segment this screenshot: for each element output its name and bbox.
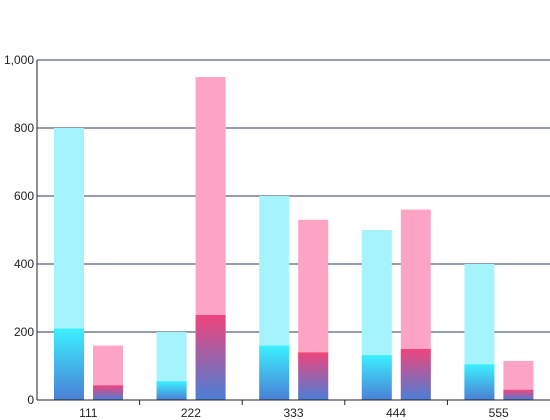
x-tick-label: 555: [489, 406, 509, 420]
x-tick-label: 111: [79, 406, 98, 420]
x-tick-label: 444: [386, 406, 406, 420]
bar-inner-series-1: [400, 349, 431, 400]
x-tick-label: 333: [283, 406, 303, 420]
bar-inner-series-1: [195, 315, 226, 400]
bar-inner-series-0: [361, 355, 392, 400]
bar-inner-series-0: [259, 345, 290, 400]
bars: [54, 77, 534, 400]
bar-inner-series-1: [298, 352, 329, 400]
bar-inner-series-0: [156, 381, 187, 400]
y-tick-label: 800: [14, 121, 34, 135]
y-tick-label: 600: [14, 189, 34, 203]
bar-inner-series-1: [503, 389, 534, 400]
bar-inner-series-1: [93, 385, 123, 400]
bar-inner-series-0: [54, 328, 84, 400]
y-tick-label: 1,000: [4, 53, 34, 67]
x-tick-label: 222: [181, 406, 201, 420]
y-tick-label: 200: [14, 325, 34, 339]
y-tick-label: 400: [14, 257, 34, 271]
axes: 0 200 400 600 800 1,000 111 222 333 444 555: [4, 53, 550, 420]
y-tick-label: 0: [27, 393, 34, 407]
bar-inner-series-0: [464, 364, 495, 400]
